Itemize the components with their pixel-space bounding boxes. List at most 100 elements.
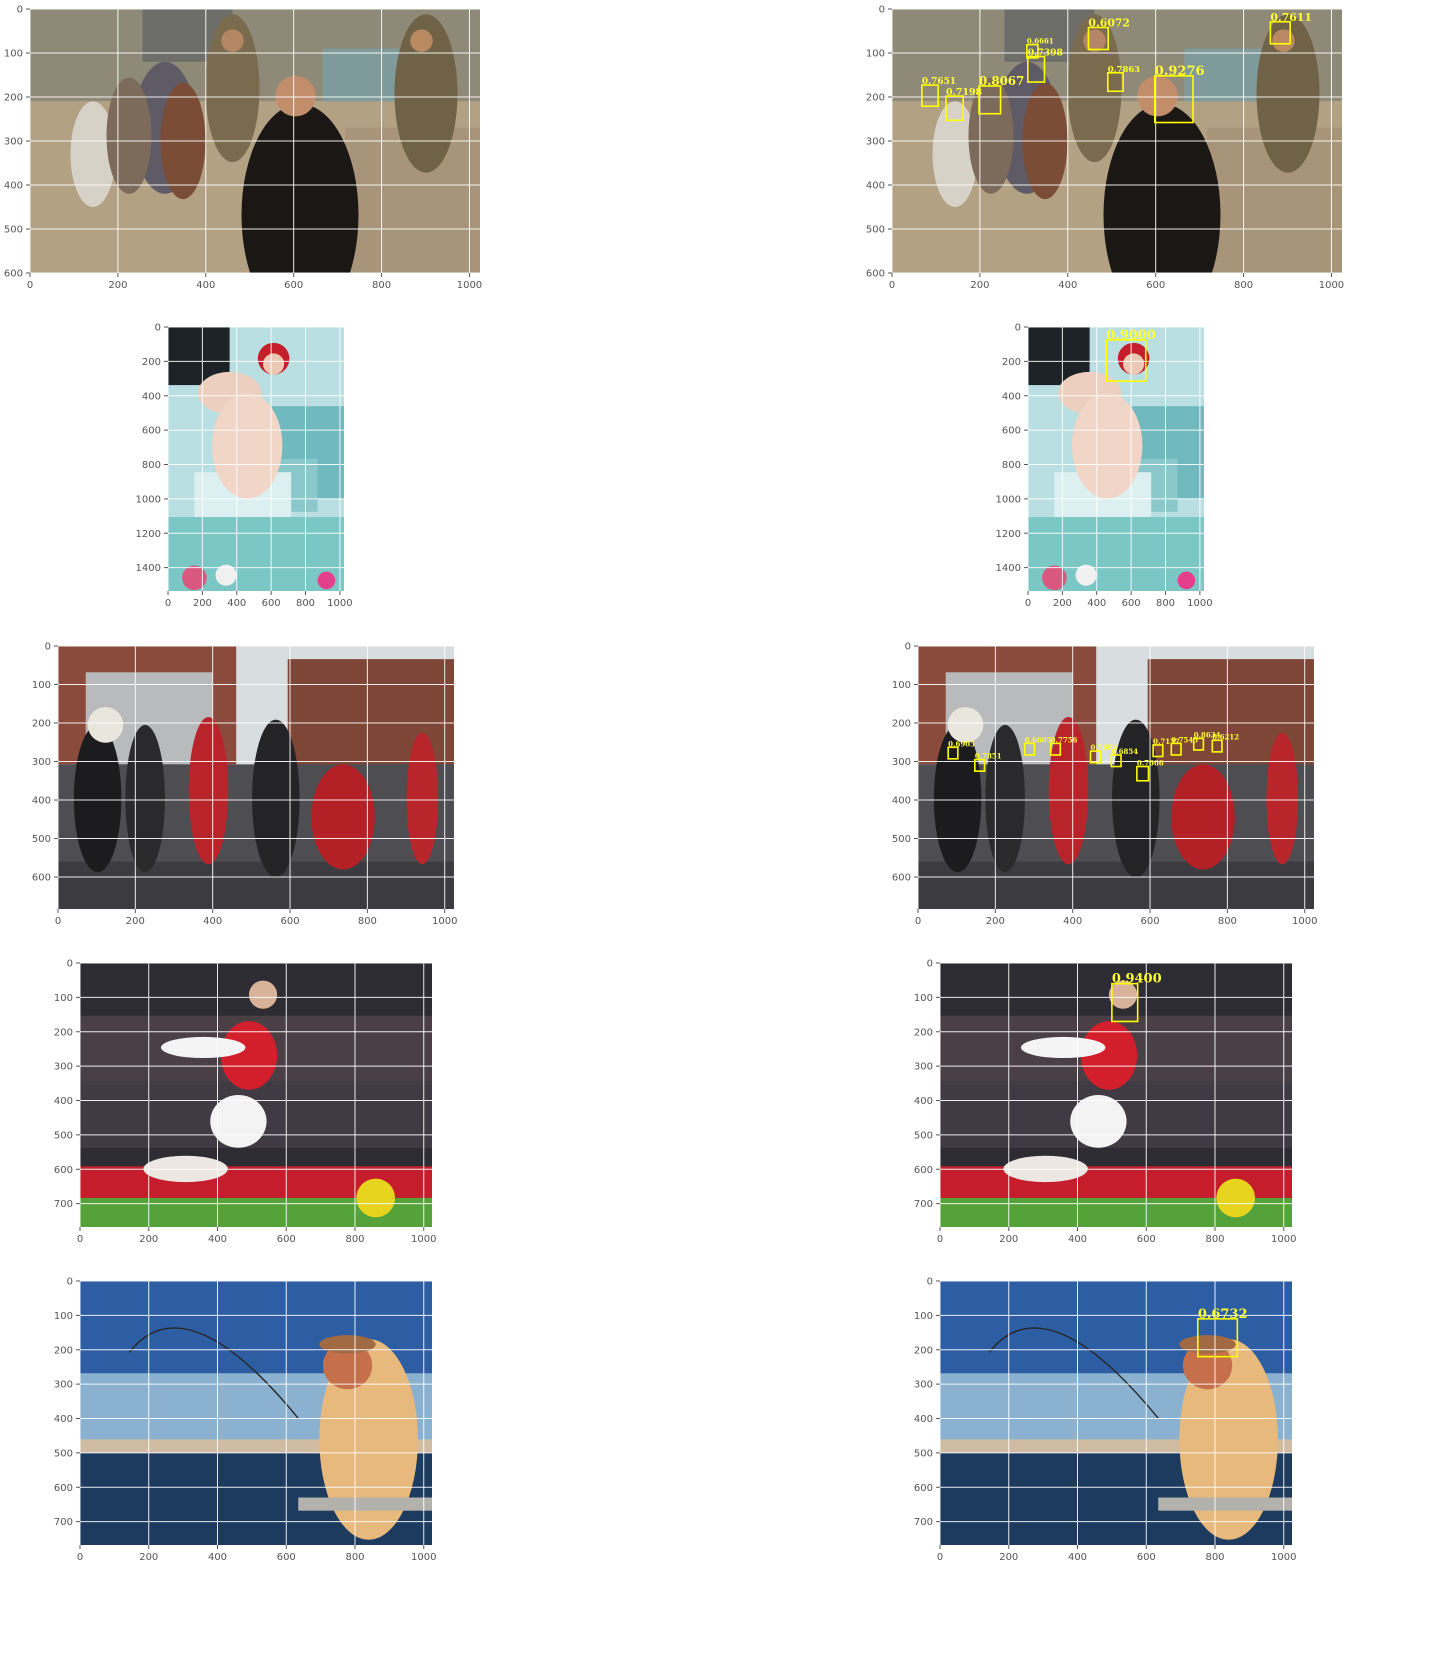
- y-tick-label: 0: [905, 642, 911, 653]
- x-tick-label: 200: [139, 1552, 158, 1563]
- x-tick-label: 1000: [411, 1552, 436, 1563]
- red-hair-woman-photo: [1028, 327, 1204, 591]
- y-tick-label: 200: [866, 93, 885, 104]
- face-detection-box: [1087, 26, 1110, 51]
- x-tick-label: 0: [937, 1552, 943, 1563]
- y-tick-label: 500: [866, 225, 885, 236]
- y-tick-label: 200: [914, 1345, 933, 1356]
- face-detection-box: [1269, 20, 1291, 45]
- grid-lines: [917, 645, 1314, 909]
- y-tick-label: 200: [54, 1027, 73, 1038]
- panel-detected-football-player: 0 200 400 600 800 1000 0 100 200 300 400 500 600 700 0…: [914, 959, 1297, 1246]
- y-tick-label: 500: [32, 834, 51, 845]
- y-tick-label: 600: [914, 1483, 933, 1494]
- y-tick-label: 600: [914, 1165, 933, 1176]
- y-tick-label: 400: [914, 1414, 933, 1425]
- y-tick-label: 300: [866, 137, 885, 148]
- y-tick-label: 0: [45, 642, 51, 653]
- x-tick-label: 400: [203, 916, 222, 927]
- detection-score-label: 0.7651: [922, 77, 956, 87]
- grid-lines: [939, 962, 1292, 1227]
- x-tick-label: 1000: [327, 598, 352, 609]
- x-tick-label: 0: [937, 1234, 943, 1245]
- x-tick-label: 1000: [432, 916, 457, 927]
- y-tick-label: 100: [54, 993, 73, 1004]
- y-tick-label: 300: [892, 757, 911, 768]
- face-detection-box: [1106, 72, 1124, 93]
- x-tick-label: 200: [999, 1552, 1018, 1563]
- soldiers-children-photo: [892, 9, 1342, 273]
- x-tick-label: 600: [277, 1552, 296, 1563]
- y-tick-label: 1000: [136, 494, 161, 505]
- y-tick-label: 600: [866, 269, 885, 280]
- fisherman-photo: [80, 1281, 432, 1545]
- detection-score-label: 0.6212: [1212, 732, 1239, 741]
- x-tick-label: 600: [1137, 1234, 1156, 1245]
- football-player-photo: [940, 963, 1292, 1227]
- detection-score-label: 0.7696: [1090, 743, 1117, 752]
- face-detection-box: [1049, 742, 1062, 756]
- y-tick-label: 100: [54, 1311, 73, 1322]
- x-tick-label: 1000: [1271, 1552, 1296, 1563]
- face-detection-box: [1197, 1318, 1239, 1358]
- detection-score-label: 0.6854: [1111, 747, 1138, 756]
- detection-score-label: 0.7545: [1171, 735, 1198, 744]
- panel-detected-fisherman: 0 200 400 600 800 1000 0 100 200 300 400 500 600 700 0…: [914, 1277, 1297, 1564]
- detection-score-label: 0.8634: [1194, 730, 1221, 739]
- x-tick-label: 0: [889, 280, 895, 291]
- face-detection-box: [945, 95, 964, 122]
- x-tick-label: 400: [196, 280, 215, 291]
- grid-lines: [167, 326, 344, 591]
- face-detection-box: [1170, 742, 1182, 756]
- grid-lines: [939, 1280, 1292, 1545]
- y-tick-label: 600: [32, 873, 51, 884]
- y-tick-label: 200: [32, 719, 51, 730]
- x-tick-label: 200: [139, 1234, 158, 1245]
- x-tick-label: 0: [55, 916, 61, 927]
- x-tick-label: 0: [27, 280, 33, 291]
- detection-score-label: 0.6072: [1088, 16, 1130, 29]
- y-tick-label: 0: [17, 5, 23, 16]
- panel-detected-soldiers-children: 0 200 400 600 800 1000 0 100 200 300 400 500 600 0.60…: [866, 5, 1344, 292]
- x-tick-label: 400: [1068, 1552, 1087, 1563]
- x-tick-label: 800: [1205, 1552, 1224, 1563]
- x-tick-label: 0: [915, 916, 921, 927]
- detection-score-label: 0.8067: [979, 74, 1024, 88]
- face-detection-box: [1023, 742, 1036, 756]
- detection-score-label: 0.7137: [1153, 737, 1180, 746]
- x-tick-label: 800: [372, 280, 391, 291]
- face-detection-box: [1152, 744, 1164, 758]
- grid-lines: [79, 962, 432, 1227]
- detection-score-label: 0.6732: [1198, 1307, 1248, 1322]
- x-tick-label: 800: [345, 1552, 364, 1563]
- y-tick-label: 1000: [996, 494, 1021, 505]
- face-detection-box: [1136, 765, 1150, 782]
- y-tick-label: 400: [866, 181, 885, 192]
- red-hair-woman-photo: [168, 327, 344, 591]
- y-tick-label: 300: [4, 137, 23, 148]
- panel-detected-brass-band: 0 200 400 600 800 1000 0 100 200 300 400 500 600 0.69…: [892, 642, 1318, 928]
- y-tick-label: 500: [914, 1130, 933, 1141]
- x-tick-label: 600: [280, 916, 299, 927]
- x-tick-label: 200: [1053, 598, 1072, 609]
- face-detection-box: [974, 758, 986, 772]
- x-tick-label: 200: [193, 598, 212, 609]
- detection-score-label: 0.9400: [1112, 972, 1162, 987]
- y-tick-label: 1400: [996, 563, 1021, 574]
- y-tick-label: 600: [142, 426, 161, 437]
- detection-score-label: 0.7398: [1028, 48, 1063, 59]
- detection-score-label: 0.7863: [1108, 64, 1140, 74]
- detection-score-label: 0.7198: [946, 87, 982, 98]
- face-detection-box: [1089, 750, 1101, 764]
- y-tick-label: 400: [1002, 391, 1021, 402]
- panel-original-soldiers-children: 0 200 400 600 800 1000 0 100 200 300 400 500 600: [4, 5, 482, 292]
- y-tick-label: 500: [54, 1130, 73, 1141]
- x-tick-label: 800: [1234, 280, 1253, 291]
- face-detection-box: [1105, 339, 1147, 382]
- y-tick-label: 1200: [136, 529, 161, 540]
- y-tick-label: 500: [4, 225, 23, 236]
- soldiers-children-photo: [30, 9, 480, 273]
- y-tick-label: 0: [927, 1277, 933, 1288]
- y-tick-label: 200: [54, 1345, 73, 1356]
- x-tick-label: 800: [358, 916, 377, 927]
